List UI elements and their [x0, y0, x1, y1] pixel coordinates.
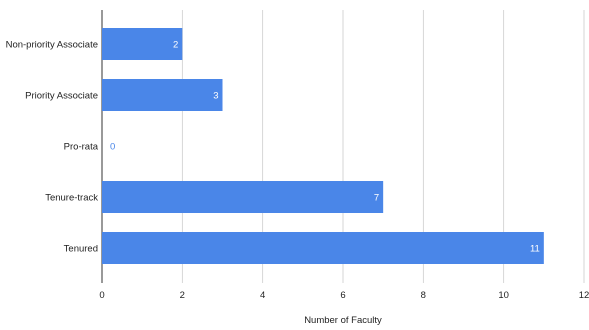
- category-label: Non-priority Associate: [6, 40, 98, 51]
- x-tick-label: 0: [99, 290, 104, 301]
- data-labels: 2 3 0 7 11: [110, 40, 540, 255]
- category-label: Tenure-track: [45, 193, 98, 204]
- x-tick-label: 10: [498, 290, 509, 301]
- x-tick-label: 4: [260, 290, 265, 301]
- x-tick-labels: 0 2 4 6 8 10 12: [99, 290, 589, 301]
- category-label: Pro-rata: [64, 142, 99, 153]
- bar: [102, 181, 384, 213]
- category-label: Tenured: [64, 244, 98, 255]
- x-tick-label: 6: [340, 290, 345, 301]
- data-label: 11: [530, 244, 540, 255]
- bars: [102, 28, 544, 264]
- bar: [102, 28, 183, 60]
- x-tick-label: 12: [579, 290, 589, 301]
- data-label: 3: [213, 91, 218, 102]
- x-tick-label: 2: [180, 290, 185, 301]
- data-label: 7: [374, 193, 379, 204]
- data-label: 2: [173, 40, 178, 51]
- bar: [102, 79, 223, 111]
- category-labels: Non-priority Associate Priority Associate…: [6, 40, 99, 255]
- x-axis-title: Number of Faculty: [304, 315, 382, 325]
- category-label: Priority Associate: [25, 91, 98, 102]
- x-tick-label: 8: [421, 290, 426, 301]
- bar: [102, 232, 544, 264]
- data-label: 0: [110, 142, 115, 153]
